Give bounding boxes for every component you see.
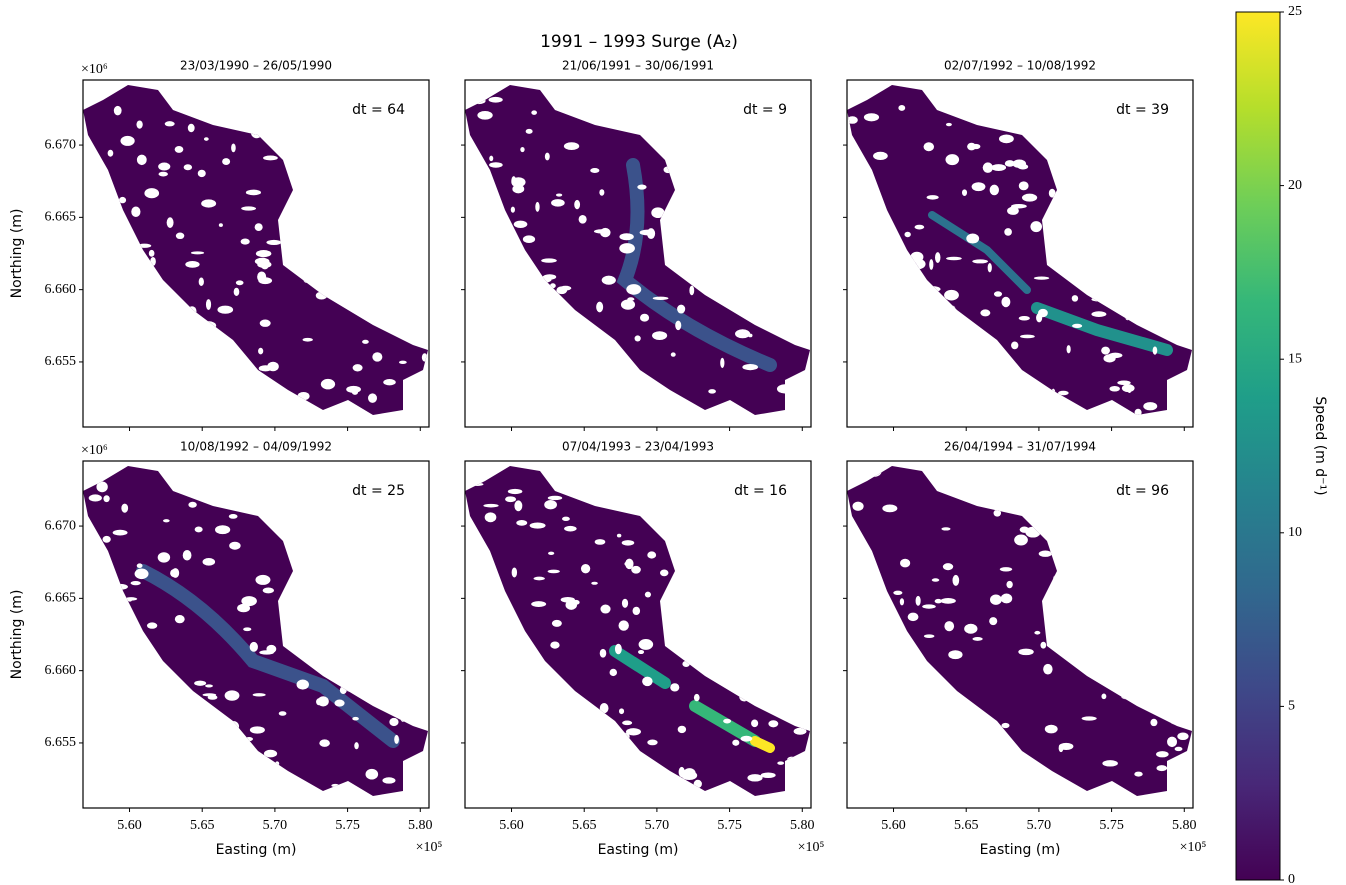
panel-title: 26/04/1994 – 31/07/1994	[944, 440, 1096, 454]
velocity-map	[79, 460, 434, 808]
x-tick-label: 5.70	[263, 818, 288, 833]
x-tick-label: 5.80	[1172, 818, 1197, 833]
colorbar-tick-label: 20	[1288, 178, 1302, 193]
y-axis-label: Northing (m)	[9, 209, 25, 299]
velocity-map	[463, 458, 814, 809]
x-tick-label: 5.65	[190, 818, 215, 833]
annotation: dt = 64	[352, 102, 405, 118]
annotation: dt = 9	[743, 102, 787, 118]
y-axis-label: Northing (m)	[9, 590, 25, 680]
annotation: dt = 25	[352, 483, 405, 499]
panel-title: 07/04/1993 – 23/04/1993	[562, 440, 714, 454]
velocity-map	[844, 78, 1194, 430]
colorbar-tick-label: 15	[1288, 351, 1302, 366]
x-tick-label: 5.65	[572, 818, 597, 833]
panel-title: 23/03/1990 – 26/05/1990	[180, 59, 332, 73]
x-tick-label: 5.60	[117, 818, 141, 833]
panel: 02/07/1992 – 10/08/1992 dt = 39	[843, 59, 1194, 432]
panel-title: 21/06/1991 – 30/06/1991	[562, 59, 714, 73]
x-offset-label: ×10⁵	[798, 840, 825, 855]
panel: 21/06/1991 – 30/06/1991 dt = 9	[458, 59, 815, 432]
velocity-map	[841, 461, 1193, 810]
panel: 5.60 5.65 5.70 5.75 5.80 07/04/1993 – 23/04/1…	[461, 440, 825, 859]
panel-title: 10/08/1992 – 04/09/1992	[180, 440, 332, 454]
x-tick-label: 5.75	[335, 818, 360, 833]
y-tick-label: 6.670	[45, 518, 77, 533]
figure: 1991 – 1993 Surge (A₂) 6.6556.6606.6656.…	[0, 0, 1346, 885]
x-offset-label: ×10⁵	[416, 840, 443, 855]
panel: 6.655 6.660 6.665 6.670 23/03/1990 – 26/05/1…	[9, 59, 434, 432]
y-tick-label: 6.655	[45, 735, 77, 750]
panel-title: 02/07/1992 – 10/08/1992	[944, 59, 1096, 73]
y-tick-label: 6.665	[45, 591, 77, 606]
colorbar-label: Speed (m d⁻¹)	[1312, 396, 1328, 495]
x-tick-label: 5.70	[1027, 818, 1052, 833]
velocity-map	[458, 79, 815, 427]
x-tick-label: 5.60	[499, 818, 524, 833]
x-offset-label: ×10⁵	[1180, 840, 1207, 855]
y-tick-label: 6.670	[45, 137, 77, 152]
colorbar-tick-label: 10	[1288, 525, 1302, 540]
x-tick-label: 5.75	[717, 818, 742, 833]
colorbar	[1236, 12, 1280, 880]
colorbar-tick-label: 0	[1288, 872, 1295, 885]
panel: 5.60 5.65 5.70 5.75 5.80 6.655 6.660 6.665 6.670…	[9, 440, 443, 859]
figure-title: 1991 – 1993 Surge (A₂)	[540, 32, 738, 52]
velocity-map	[80, 80, 434, 427]
y-tick-label: 6.665	[45, 210, 77, 225]
y-tick-label: 6.660	[45, 663, 77, 678]
colorbar-tick-label: 5	[1288, 699, 1295, 714]
y-offset-label: ×10⁶	[81, 62, 108, 77]
x-tick-label: 5.80	[408, 818, 433, 833]
x-axis-label: Easting (m)	[598, 842, 679, 858]
y-tick-label: 6.660	[45, 282, 77, 297]
y-tick-label: 6.655	[45, 354, 77, 369]
panel: 5.60 5.65 5.70 5.75 5.80 26/04/1994 – 31/07/1…	[841, 440, 1206, 859]
annotation: dt = 39	[1116, 102, 1169, 118]
x-axis-label: Easting (m)	[216, 842, 297, 858]
y-offset-label: ×10⁶	[81, 443, 108, 458]
annotation: dt = 96	[1116, 483, 1169, 499]
x-tick-label: 5.75	[1099, 818, 1124, 833]
annotation: dt = 16	[734, 483, 787, 499]
x-tick-label: 5.65	[954, 818, 979, 833]
x-axis-label: Easting (m)	[980, 842, 1061, 858]
colorbar-tick-label: 25	[1288, 4, 1302, 19]
x-tick-label: 5.70	[645, 818, 670, 833]
x-tick-label: 5.60	[881, 818, 906, 833]
x-tick-label: 5.80	[790, 818, 815, 833]
